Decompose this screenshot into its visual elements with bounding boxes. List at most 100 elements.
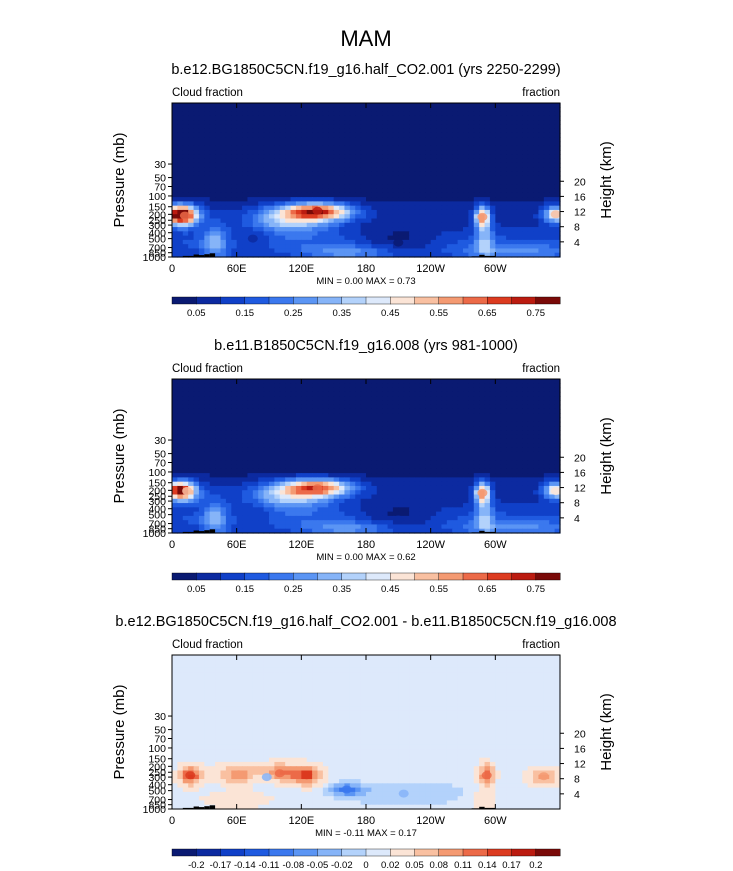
field-cell	[409, 468, 416, 474]
field-cell	[516, 103, 523, 108]
field-cell	[522, 115, 529, 121]
field-cell	[317, 408, 324, 414]
field-cell	[355, 252, 362, 258]
field-cell	[554, 473, 561, 478]
field-cell	[274, 426, 281, 431]
field-cell	[527, 103, 534, 108]
field-cell	[479, 137, 486, 143]
field-cell	[269, 426, 275, 431]
field-cell	[279, 248, 286, 254]
field-cell	[182, 150, 189, 155]
field-cell	[269, 481, 275, 487]
field-cell	[414, 162, 421, 168]
field-cell	[419, 188, 426, 194]
field-cell	[204, 456, 211, 461]
field-cell	[419, 235, 426, 241]
field-cell	[263, 400, 270, 406]
field-cell	[495, 426, 502, 431]
field-cell	[409, 485, 416, 491]
field-cell	[382, 387, 389, 393]
field-cell	[247, 451, 254, 457]
field-cell	[425, 391, 432, 397]
field-cell	[322, 252, 329, 258]
field-cell	[209, 473, 216, 478]
field-cell	[452, 400, 459, 406]
field-cell	[215, 400, 222, 406]
field-cell	[231, 438, 238, 444]
field-cell	[344, 145, 351, 151]
field-cell	[484, 124, 491, 130]
field-cell	[538, 214, 545, 220]
field-cell	[263, 145, 270, 151]
field-cell	[339, 150, 346, 155]
field-cell	[360, 145, 367, 151]
field-cell	[258, 494, 265, 500]
field-cell	[382, 128, 389, 134]
field-cell	[419, 205, 426, 211]
field-cell	[172, 180, 178, 185]
y-tick-label: 850	[148, 248, 166, 260]
field-cell	[333, 252, 340, 258]
field-cell	[242, 434, 249, 440]
field-cell	[263, 115, 270, 121]
field-cell	[258, 107, 265, 113]
field-cell	[500, 132, 507, 138]
field-cell	[392, 498, 399, 504]
field-cell	[209, 201, 216, 207]
field-cell	[463, 473, 469, 478]
field-cell	[533, 379, 540, 384]
field-cell	[188, 197, 195, 202]
field-cell	[279, 111, 286, 117]
field-cell	[328, 391, 335, 397]
field-cell	[360, 214, 367, 220]
field-cell	[225, 413, 232, 419]
field-cell	[392, 451, 399, 457]
field-cell	[538, 218, 545, 224]
field-cell	[409, 218, 416, 224]
field-cell	[333, 120, 340, 125]
field-cell	[252, 421, 259, 427]
field-cell	[392, 128, 399, 134]
field-cell	[425, 128, 432, 134]
field-cell	[328, 473, 335, 478]
field-cell	[500, 451, 507, 457]
field-cell	[366, 103, 372, 108]
field-cell	[409, 494, 416, 500]
field-cell	[242, 158, 249, 164]
field-cell	[376, 180, 383, 185]
field-cell	[182, 201, 189, 207]
field-cell	[382, 214, 389, 220]
field-cell	[209, 180, 216, 185]
field-cell	[484, 192, 491, 198]
field-cell	[188, 235, 195, 241]
field-cell	[263, 413, 270, 419]
field-cell	[452, 128, 459, 134]
field-cell	[392, 379, 399, 384]
field-cell	[549, 175, 556, 181]
field-cell	[290, 387, 297, 393]
field-cell	[463, 451, 469, 457]
field-cell	[231, 184, 238, 190]
field-cell	[204, 124, 211, 130]
field-cell	[382, 162, 389, 168]
field-cell	[209, 396, 216, 401]
field-cell	[398, 192, 405, 198]
field-cell	[306, 201, 313, 207]
field-cell	[215, 158, 222, 164]
field-cell	[366, 252, 372, 258]
field-cell	[231, 111, 238, 117]
field-cell	[425, 396, 432, 401]
field-cell	[247, 120, 254, 125]
topography-block	[484, 255, 496, 257]
field-cell	[436, 175, 443, 181]
field-cell	[236, 128, 243, 134]
field-cell	[511, 464, 518, 470]
field-cell	[263, 503, 270, 508]
field-cell	[463, 209, 469, 215]
field-cell	[188, 222, 195, 228]
field-cell	[295, 145, 302, 151]
field-cell	[398, 468, 405, 474]
field-cell	[285, 115, 292, 121]
field-cell	[392, 404, 399, 410]
field-cell	[430, 430, 437, 436]
